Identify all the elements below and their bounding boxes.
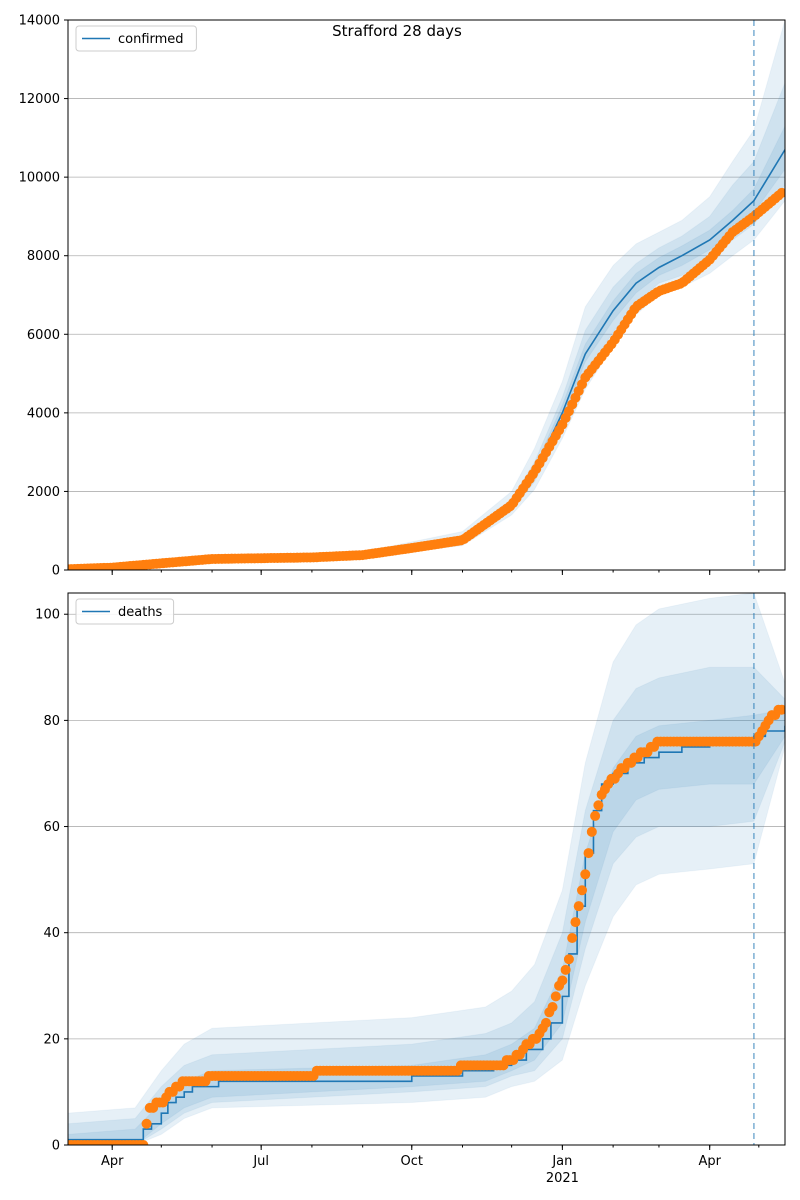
deaths-observed-point xyxy=(550,991,561,1002)
confirmed-observed-point xyxy=(776,187,785,198)
deaths-observed-point xyxy=(563,954,574,965)
deaths-axes-frame xyxy=(67,592,786,1146)
deaths-observed-point xyxy=(586,826,597,837)
deaths-band-1 xyxy=(68,593,785,1145)
confirmed-ytick-label: 12000 xyxy=(19,92,60,107)
deaths-ytick-label: 100 xyxy=(35,608,60,623)
deaths-ytick-label: 80 xyxy=(43,714,60,729)
deaths-ytick-label: 60 xyxy=(43,820,60,835)
xtick-label: Oct xyxy=(401,1154,423,1169)
deaths-observed-point xyxy=(141,1118,152,1129)
xtick-year-label: 2021 xyxy=(546,1171,579,1186)
deaths-observed-point xyxy=(583,848,594,859)
xtick-label: Jan xyxy=(551,1154,572,1169)
deaths-panel: 0 20 40 60 80 100 Apr Jul Oct Jan 2021 Apr deaths xyxy=(35,592,786,1186)
confirmed-legend-label: confirmed xyxy=(118,32,184,47)
confirmed-axes-frame xyxy=(67,19,786,571)
deaths-observed-point xyxy=(560,964,571,975)
deaths-legend-box xyxy=(75,598,175,625)
deaths-model-line xyxy=(68,725,785,1141)
confirmed-legend-box xyxy=(75,25,197,52)
figure-title: Strafford 28 days xyxy=(332,22,462,40)
confirmed-ytick-label: 10000 xyxy=(19,171,60,186)
deaths-ytick-label: 20 xyxy=(43,1032,60,1047)
confirmed-plot-area xyxy=(68,20,785,570)
confirmed-model-line xyxy=(68,149,785,570)
confirmed-ytick-label: 8000 xyxy=(27,249,60,264)
deaths-observed-point xyxy=(138,1140,149,1145)
deaths-band-3 xyxy=(68,709,785,1145)
confirmed-band-3 xyxy=(68,125,785,570)
deaths-observed-point xyxy=(547,1002,558,1012)
deaths-plot-area xyxy=(68,593,785,1145)
confirmed-band-1 xyxy=(68,20,785,570)
confirmed-panel: 0 2000 4000 6000 8000 10000 12000 14000 confirme… xyxy=(19,14,786,579)
deaths-observed-point xyxy=(776,704,785,715)
xtick-label: Apr xyxy=(698,1154,721,1169)
deaths-observed-point xyxy=(567,933,578,943)
xtick-label: Apr xyxy=(101,1154,124,1169)
deaths-observed-point xyxy=(570,917,581,928)
deaths-ytick-label: 0 xyxy=(52,1139,60,1154)
confirmed-band-2 xyxy=(68,82,785,570)
xtick-label: Jul xyxy=(252,1154,269,1169)
deaths-observed-point xyxy=(580,869,591,880)
confirmed-ytick-label: 0 xyxy=(52,564,60,579)
confirmed-ytick-label: 14000 xyxy=(19,14,60,29)
deaths-observed-point xyxy=(541,1017,551,1028)
deaths-observed-point xyxy=(593,800,604,811)
deaths-ytick-label: 40 xyxy=(43,926,60,941)
deaths-legend-label: deaths xyxy=(118,605,163,620)
deaths-legend: deaths xyxy=(75,598,175,625)
deaths-observed-point xyxy=(577,885,588,896)
deaths-observed-point xyxy=(573,901,584,912)
confirmed-ytick-label: 2000 xyxy=(27,485,60,500)
deaths-observed-point xyxy=(557,975,568,986)
confirmed-ytick-label: 4000 xyxy=(27,406,60,421)
deaths-observed-point xyxy=(590,810,601,821)
confirmed-legend: confirmed xyxy=(75,25,197,52)
confirmed-ytick-label: 6000 xyxy=(27,328,60,343)
